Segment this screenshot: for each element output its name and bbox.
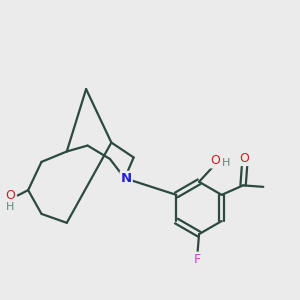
Text: H: H [6, 202, 14, 212]
Text: N: N [121, 172, 132, 185]
Text: O: O [5, 189, 15, 202]
Text: O: O [210, 154, 220, 167]
Text: O: O [240, 152, 250, 165]
Text: H: H [222, 158, 230, 168]
Text: F: F [194, 253, 201, 266]
